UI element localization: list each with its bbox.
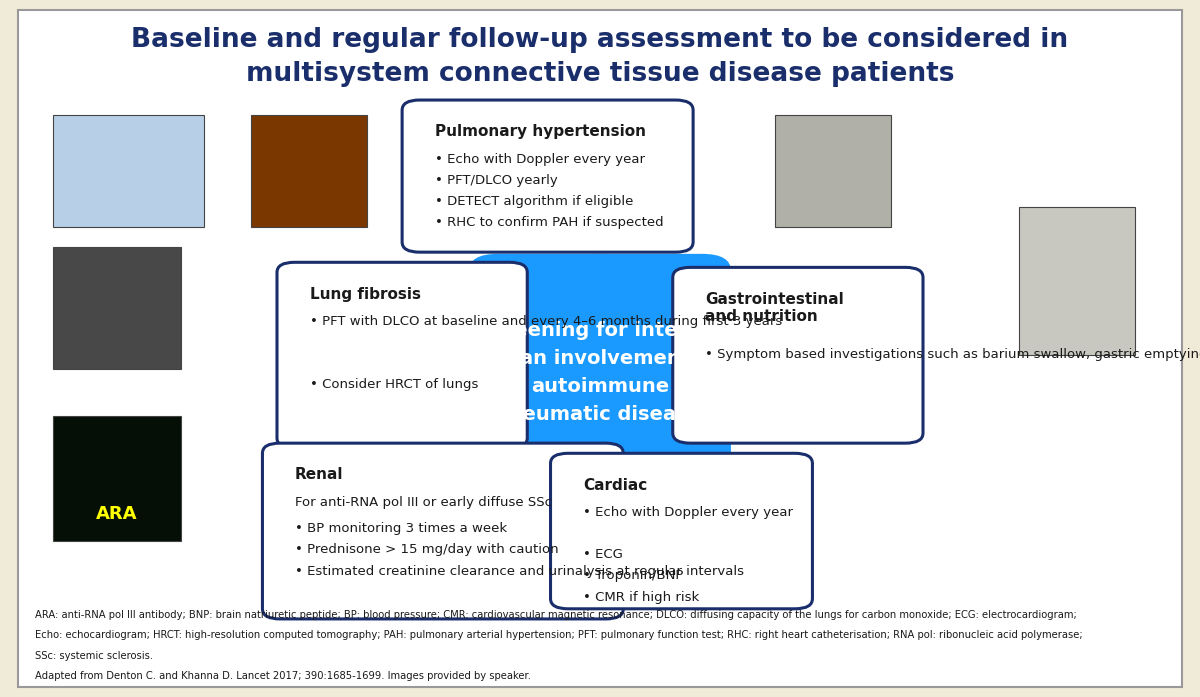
FancyBboxPatch shape bbox=[775, 115, 890, 227]
Text: • Prednisone > 15 mg/day with caution: • Prednisone > 15 mg/day with caution bbox=[295, 544, 559, 556]
Text: • Echo with Doppler every year: • Echo with Doppler every year bbox=[434, 153, 644, 166]
FancyBboxPatch shape bbox=[673, 268, 923, 443]
Text: Lung fibrosis: Lung fibrosis bbox=[310, 286, 420, 302]
FancyBboxPatch shape bbox=[251, 115, 367, 227]
FancyBboxPatch shape bbox=[53, 247, 181, 369]
Text: ARA: ARA bbox=[96, 505, 138, 523]
Text: Gastrointestinal
and nutrition: Gastrointestinal and nutrition bbox=[706, 292, 844, 324]
Text: multisystem connective tissue disease patients: multisystem connective tissue disease pa… bbox=[246, 61, 954, 87]
Text: • Echo with Doppler every year: • Echo with Doppler every year bbox=[583, 506, 793, 519]
FancyBboxPatch shape bbox=[469, 254, 731, 491]
Text: Baseline and regular follow-up assessment to be considered in: Baseline and regular follow-up assessmen… bbox=[132, 27, 1068, 54]
Text: • Symptom based investigations such as barium swallow, gastric emptying study, a: • Symptom based investigations such as b… bbox=[706, 348, 1200, 361]
Text: Echo: echocardiogram; HRCT: high-resolution computed tomography; PAH: pulmonary : Echo: echocardiogram; HRCT: high-resolut… bbox=[36, 630, 1084, 641]
FancyBboxPatch shape bbox=[277, 262, 527, 448]
Text: • Estimated creatinine clearance and urinalysis at regular intervals: • Estimated creatinine clearance and uri… bbox=[295, 565, 744, 578]
Text: • CMR if high risk: • CMR if high risk bbox=[583, 590, 700, 604]
Text: • RHC to confirm PAH if suspected: • RHC to confirm PAH if suspected bbox=[434, 216, 664, 229]
Text: Pulmonary hypertension: Pulmonary hypertension bbox=[434, 124, 646, 139]
Text: • DETECT algorithm if eligible: • DETECT algorithm if eligible bbox=[434, 195, 634, 208]
Text: Adapted from Denton C. and Khanna D. Lancet 2017; 390:1685-1699. Images provided: Adapted from Denton C. and Khanna D. Lan… bbox=[36, 671, 532, 681]
FancyBboxPatch shape bbox=[53, 115, 204, 227]
Text: • Troponin/BNP: • Troponin/BNP bbox=[583, 569, 684, 583]
Text: Screening for internal
organ involvement in
autoimmune
rheumatic disease: Screening for internal organ involvement… bbox=[479, 321, 721, 424]
FancyBboxPatch shape bbox=[402, 100, 694, 252]
Text: SSc: systemic sclerosis.: SSc: systemic sclerosis. bbox=[36, 651, 154, 661]
FancyBboxPatch shape bbox=[263, 443, 623, 619]
Text: For anti-RNA pol III or early diffuse SSc: For anti-RNA pol III or early diffuse SS… bbox=[295, 496, 552, 509]
FancyBboxPatch shape bbox=[1019, 206, 1135, 355]
FancyBboxPatch shape bbox=[551, 453, 812, 608]
Text: Cardiac: Cardiac bbox=[583, 477, 647, 493]
Text: • ECG: • ECG bbox=[583, 549, 623, 561]
FancyBboxPatch shape bbox=[53, 416, 181, 541]
Text: Renal: Renal bbox=[295, 468, 343, 482]
Text: • PFT/DLCO yearly: • PFT/DLCO yearly bbox=[434, 174, 558, 187]
Text: ARA: anti-RNA pol III antibody; BNP: brain natriuretic peptide; BP: blood pressu: ARA: anti-RNA pol III antibody; BNP: bra… bbox=[36, 610, 1078, 620]
Text: • PFT with DLCO at baseline and every 4–6 months during first 3 years: • PFT with DLCO at baseline and every 4–… bbox=[310, 315, 782, 328]
Text: • Consider HRCT of lungs: • Consider HRCT of lungs bbox=[310, 378, 478, 392]
Text: • BP monitoring 3 times a week: • BP monitoring 3 times a week bbox=[295, 522, 508, 535]
FancyBboxPatch shape bbox=[18, 10, 1182, 687]
